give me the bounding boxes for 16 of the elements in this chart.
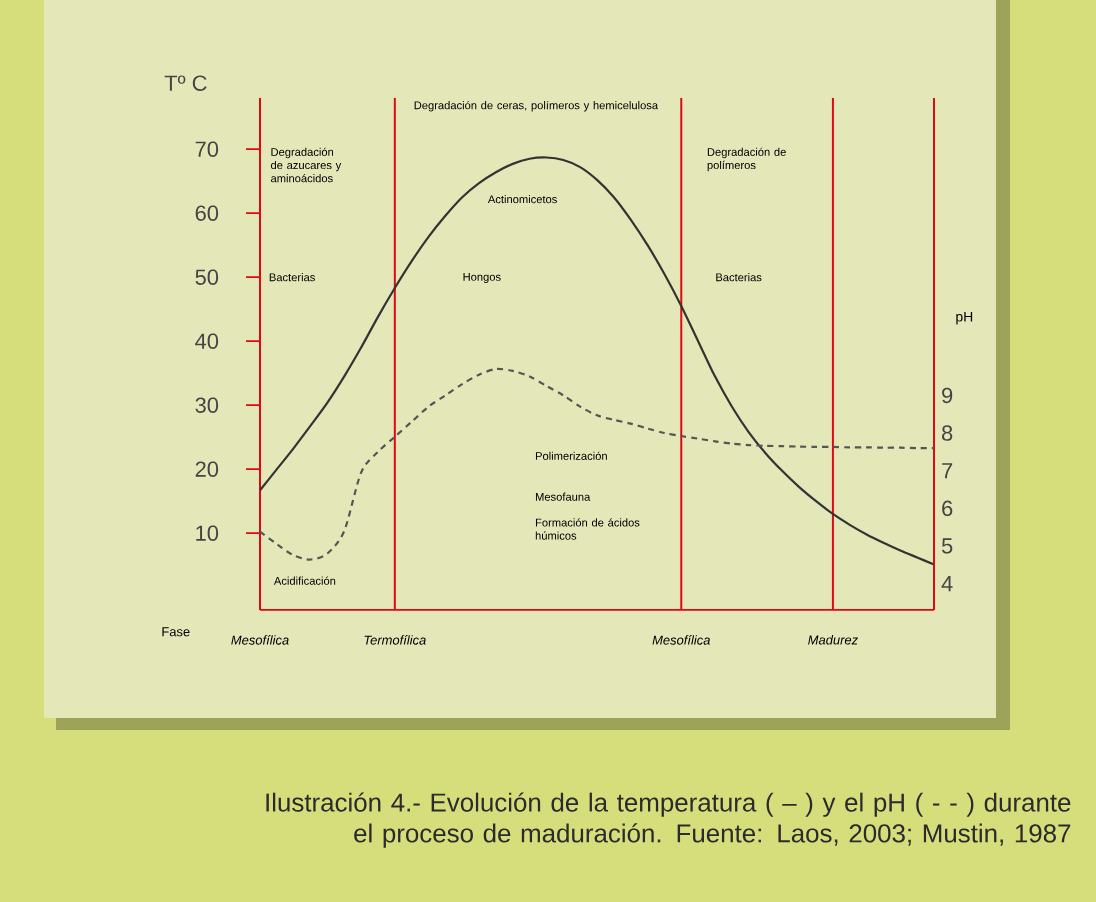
y2-tick-label: 7 (942, 463, 953, 479)
y-tick-label: 60 (195, 205, 219, 221)
y-axis-title: Tº C (164, 75, 207, 91)
y2-tick-label: 5 (941, 538, 953, 554)
y-tick-label: 40 (195, 333, 219, 349)
line-series (258, 367, 936, 561)
y2-tick-label: 6 (942, 500, 953, 517)
text: Ilustración 4.- Evolución de la temperatura ( – ) y el pH ( - - ) durante el proceso de maduración. Fuente: Laos, 2003; Mustin, 1987 (266, 792, 1071, 848)
y2-tick-label: 4 (941, 576, 953, 592)
y2-tick-label: 8 (941, 425, 953, 441)
y-tick-label: 50 (195, 269, 219, 285)
y-tick-label: 10 (196, 525, 219, 541)
y-tick-label: 20 (195, 461, 219, 477)
y-tick-label: 70 (195, 141, 219, 157)
y2-tick-label: 9 (942, 387, 953, 404)
y-tick-label: 30 (195, 397, 219, 413)
